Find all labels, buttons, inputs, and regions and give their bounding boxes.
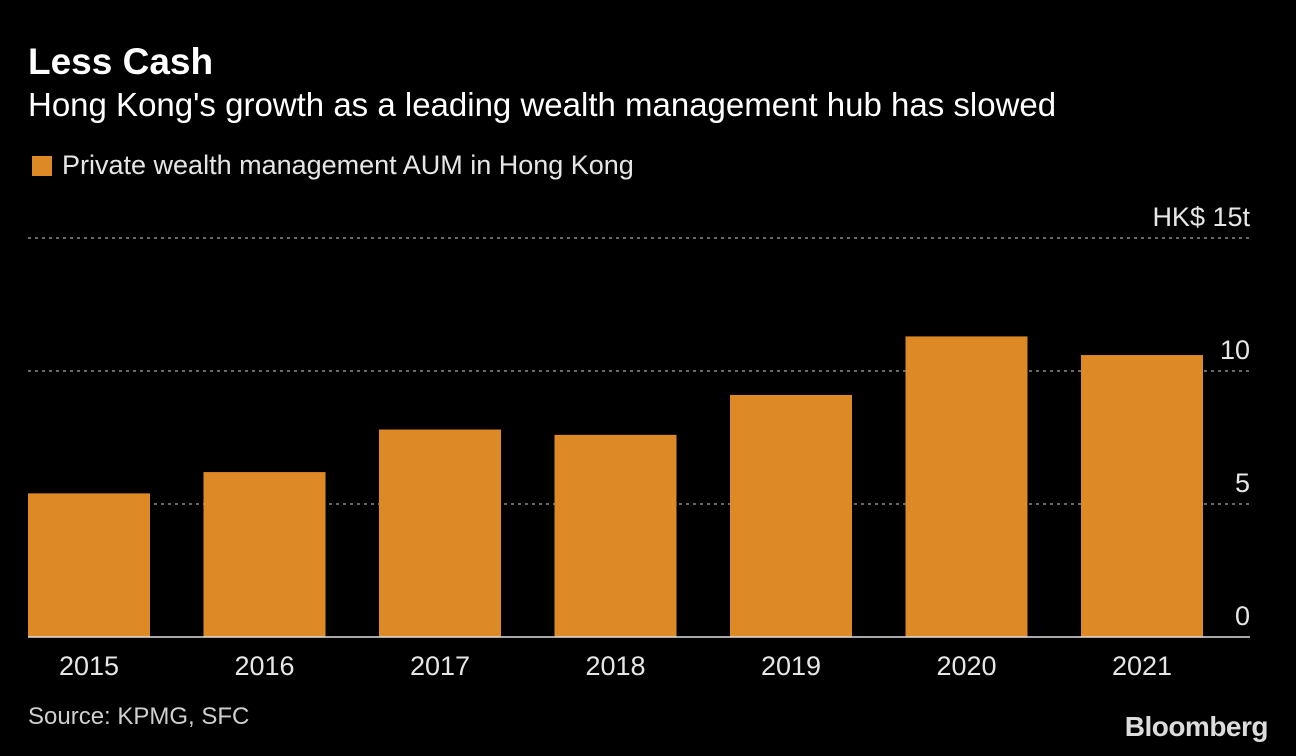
- bar-2020: [905, 336, 1028, 637]
- x-tick-label-2015: 2015: [59, 651, 119, 681]
- bar-2019: [730, 394, 852, 637]
- x-tick-label-2019: 2019: [761, 651, 821, 681]
- legend-label: Private wealth management AUM in Hong Ko…: [62, 150, 634, 180]
- bloomberg-logo: Bloomberg: [1124, 711, 1269, 742]
- x-tick-label-2018: 2018: [585, 651, 645, 681]
- bar-2017: [379, 429, 501, 637]
- chart-subtitle: Hong Kong's growth as a leading wealth m…: [28, 86, 1057, 123]
- bar-2015: [28, 493, 150, 637]
- bar-2018: [554, 434, 677, 637]
- x-tick-label-2020: 2020: [936, 651, 996, 681]
- y-tick-label-0: 0: [1235, 601, 1250, 631]
- chart-title: Less Cash: [28, 41, 214, 82]
- y-tick-label-5: 5: [1235, 468, 1250, 498]
- bar-2016: [203, 472, 326, 637]
- x-tick-label-2016: 2016: [234, 651, 294, 681]
- y-tick-label-10: 10: [1220, 335, 1250, 365]
- legend: Private wealth management AUM in Hong Ko…: [32, 150, 634, 181]
- x-tick-label-2021: 2021: [1112, 651, 1172, 681]
- legend-swatch: [32, 155, 52, 176]
- source-note: Source: KPMG, SFC: [28, 703, 250, 730]
- x-tick-label-2017: 2017: [410, 651, 470, 681]
- bar-2021: [1081, 355, 1203, 637]
- y-tick-label-15: HK$ 15t: [1152, 202, 1250, 232]
